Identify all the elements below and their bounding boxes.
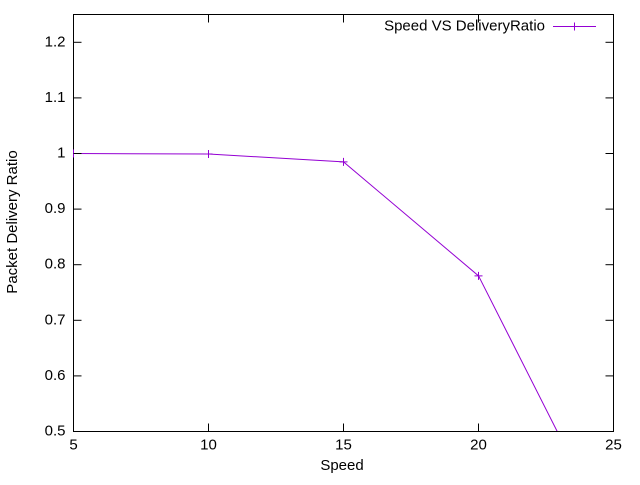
- y-tick-label: 1.1: [45, 89, 66, 106]
- y-tick-label: 1.2: [45, 33, 66, 50]
- y-axis-label: Packet Delivery Ratio: [4, 150, 21, 293]
- y-tick-label: 1: [57, 144, 65, 161]
- marker: [474, 271, 483, 280]
- marker: [204, 150, 213, 159]
- x-tick-label: 25: [605, 436, 622, 453]
- x-tick-label: 5: [69, 436, 77, 453]
- x-tick-label: 15: [335, 436, 352, 453]
- x-axis-label: Speed: [320, 457, 363, 474]
- legend-label: Speed VS DeliveryRatio: [384, 17, 545, 34]
- marker: [570, 22, 579, 31]
- x-tick-label: 10: [200, 436, 217, 453]
- x-tick-label: 20: [470, 436, 487, 453]
- y-tick-label: 0.7: [45, 311, 66, 328]
- y-tick-label: 0.9: [45, 200, 66, 217]
- y-tick-label: 0.5: [45, 422, 66, 439]
- marker: [339, 157, 348, 166]
- plot-frame: [73, 14, 614, 432]
- y-tick-label: 0.8: [45, 256, 66, 273]
- y-tick-label: 0.6: [45, 367, 66, 384]
